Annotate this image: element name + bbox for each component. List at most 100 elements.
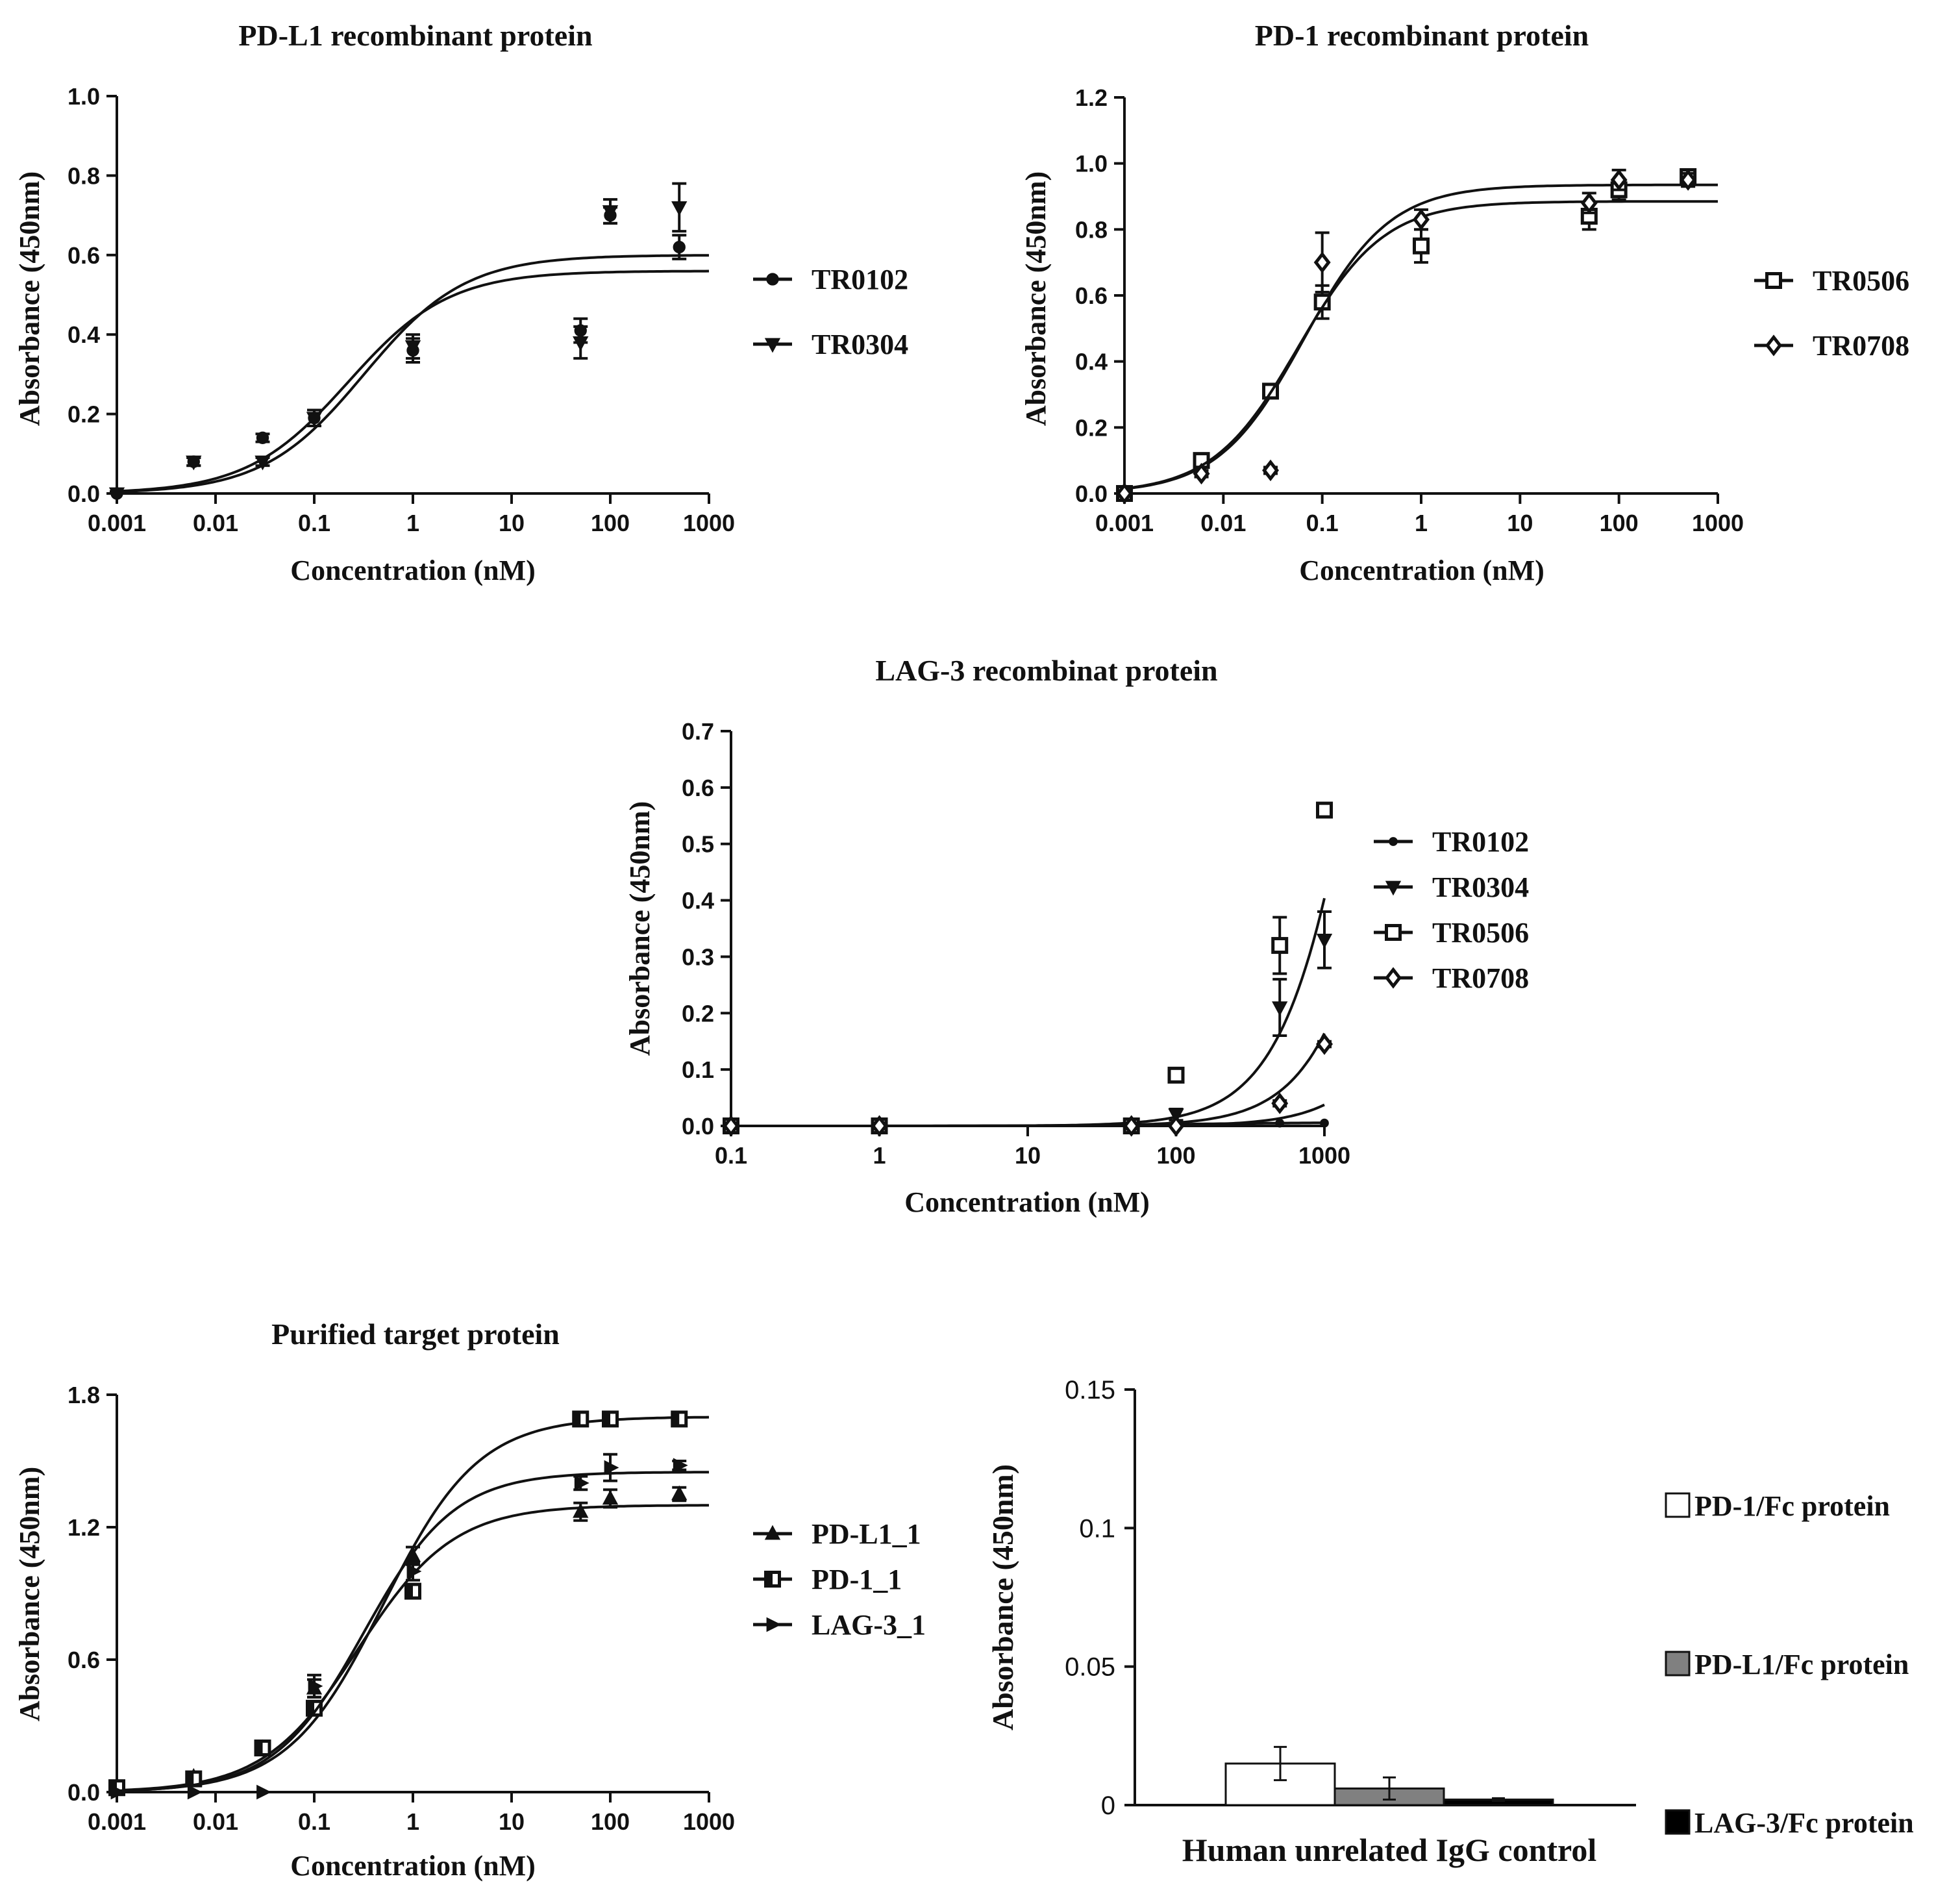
data-point	[1320, 1118, 1329, 1128]
y-tick-label: 0.4	[682, 888, 714, 914]
series-TR0506: TR0506	[723, 801, 1529, 1134]
y-tick-label: 0.5	[682, 831, 714, 858]
chart-pdl1: PD-L1 recombinant protein 0.001 0.01 0.1 1 10…	[14, 19, 908, 586]
legend-marker	[1765, 272, 1782, 289]
data-point	[1271, 1092, 1289, 1114]
y-tick-label: 0.8	[68, 162, 100, 189]
x-tick-label: 0.01	[1200, 510, 1246, 536]
x-axis-label: Concentration (nM)	[290, 555, 536, 586]
chart-title: LAG-3 recombinat protein	[875, 654, 1217, 687]
legend-swatch	[1665, 1492, 1691, 1518]
data-point	[108, 487, 125, 503]
chart-title: PD-L1 recombinant protein	[238, 19, 592, 52]
data-point	[1275, 1118, 1285, 1128]
y-axis-label: Absorbance (450nm)	[986, 1464, 1019, 1730]
data-point	[1316, 1033, 1333, 1055]
y-tick-label: 0.7	[682, 718, 714, 745]
legend-label: PD-L1_1	[812, 1518, 921, 1550]
fit-curve	[731, 897, 1326, 1127]
legend-label: TR0506	[1813, 265, 1909, 297]
data-point-fill	[256, 1741, 263, 1755]
y-tick-label: 0.6	[68, 242, 100, 269]
x-tick-label: 100	[591, 510, 630, 536]
data-point	[602, 1490, 619, 1505]
legend-label: PD-1_1	[812, 1564, 902, 1595]
data-point	[1193, 462, 1210, 485]
fit-curve	[116, 254, 709, 493]
x-tick-label: 0.001	[1095, 510, 1154, 536]
data-point	[1413, 237, 1430, 255]
fit-curve	[731, 1032, 1326, 1127]
data-point	[256, 1784, 271, 1800]
legend-label: TR0304	[812, 329, 908, 360]
y-axis-label: Absorbance (450nm)	[624, 801, 656, 1056]
data-point	[673, 1458, 688, 1473]
chart-title: Purified target protein	[271, 1317, 560, 1351]
data-point	[1262, 459, 1279, 482]
x-tick-label: 100	[1600, 510, 1639, 536]
y-tick-label: 0.15	[1065, 1376, 1115, 1404]
data-point	[1316, 933, 1333, 949]
data-point	[256, 431, 269, 445]
data-point	[1167, 1115, 1185, 1137]
y-tick-label: 0.2	[68, 401, 100, 428]
x-tick-label: 1	[406, 1808, 419, 1835]
data-point-fill	[672, 1412, 680, 1426]
y-axis-label: Absorbance (450nm)	[1020, 171, 1052, 426]
x-tick-label: 1000	[683, 510, 735, 536]
y-tick-label: 1.2	[68, 1514, 100, 1541]
x-tick-label: 100	[591, 1808, 630, 1835]
y-axis-label: Absorbance (450nm)	[14, 171, 45, 426]
x-tick-label: 0.1	[1306, 510, 1339, 536]
series-TR0304: TR0304	[723, 871, 1529, 1135]
data-point-fill	[307, 1701, 314, 1715]
y-tick-label: 0.6	[68, 1647, 100, 1673]
y-tick-label: 0.4	[68, 321, 100, 348]
data-point	[1680, 169, 1697, 191]
data-point	[1271, 937, 1289, 954]
legend-marker	[764, 1525, 781, 1540]
data-point	[406, 1564, 422, 1579]
data-point	[1123, 1115, 1140, 1137]
data-point	[404, 340, 421, 355]
y-tick-label: 0.8	[1075, 216, 1108, 243]
x-axis-label: Concentration (nM)	[1299, 555, 1544, 586]
legend-label: TR0102	[812, 264, 908, 295]
legend-swatch	[1665, 1651, 1691, 1677]
y-tick-label: 0.4	[1075, 349, 1108, 375]
data-point	[254, 455, 271, 471]
data-point-fill	[186, 1772, 194, 1786]
fit-curve	[116, 1471, 710, 1792]
x-tick-label: 0.1	[298, 510, 330, 536]
x-tick-label: 10	[1507, 510, 1533, 536]
legend-marker	[1385, 967, 1402, 989]
x-tick-label: 1000	[1298, 1142, 1350, 1169]
data-point	[871, 1115, 888, 1137]
x-tick-label: 1	[406, 510, 419, 536]
data-point	[573, 336, 589, 351]
data-point	[1413, 208, 1430, 231]
legend-label: PD-L1/Fc protein	[1694, 1649, 1909, 1680]
series-PD-1_1: PD-1_1	[108, 1410, 902, 1797]
data-point	[1580, 192, 1598, 214]
legend-label: TR0708	[1432, 962, 1529, 994]
x-tick-label: 0.001	[88, 1808, 146, 1835]
data-point	[1610, 169, 1628, 191]
x-tick-label: 0.1	[298, 1808, 330, 1835]
legend-marker	[766, 1617, 782, 1632]
y-tick-label: 0.3	[682, 943, 714, 970]
legend-label: LAG-3/Fc protein	[1694, 1807, 1914, 1839]
y-tick-label: 0.05	[1065, 1653, 1115, 1682]
series-TR0708: TR0708	[1116, 168, 1909, 505]
y-tick-label: 1.2	[1075, 84, 1108, 111]
data-point	[187, 1784, 203, 1800]
data-point	[574, 1475, 589, 1491]
data-point	[723, 1115, 739, 1137]
y-tick-label: 0.1	[1079, 1514, 1115, 1543]
chart-igg: 0 0.05 0.1 0.15 Human unrelated IgG control A…	[986, 1376, 1914, 1868]
x-tick-label: 10	[499, 1808, 525, 1835]
data-point	[1272, 1001, 1288, 1016]
y-tick-label: 0.0	[68, 480, 100, 507]
series-TR0304: TR0304	[108, 182, 908, 503]
